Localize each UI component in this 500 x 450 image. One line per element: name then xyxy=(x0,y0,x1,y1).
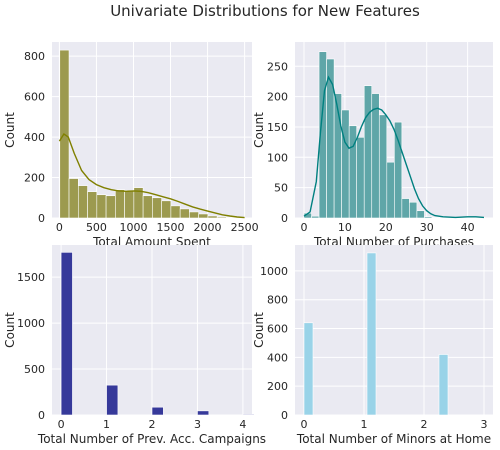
histogram-bar xyxy=(179,208,190,219)
y-axis-label: Count xyxy=(3,312,17,348)
histogram-bar xyxy=(348,125,357,219)
histogram-bar xyxy=(207,215,218,219)
x-tick-label: 0 xyxy=(56,221,63,234)
histogram-bar xyxy=(326,58,335,219)
y-tick-label: 500 xyxy=(24,363,45,376)
y-tick-label: 50 xyxy=(274,182,288,195)
histogram-bar xyxy=(124,190,135,219)
histogram-bar xyxy=(416,210,425,219)
histogram-bar xyxy=(356,136,365,219)
y-tick-label: 250 xyxy=(267,60,288,73)
histogram-bar xyxy=(311,215,320,219)
histogram-bar xyxy=(366,252,377,416)
histogram-bar xyxy=(216,216,227,219)
panel-3: 0 1 2 3 4 0 500 1000 1500 Total Number of Prev. A… xyxy=(3,245,266,446)
histogram-bar xyxy=(341,109,350,219)
histogram-bar xyxy=(226,217,237,219)
y-tick-label: 1500 xyxy=(17,271,45,284)
figure-title: Univariate Distributions for New Feature… xyxy=(110,2,420,20)
y-tick-label: 0 xyxy=(281,409,288,422)
x-tick-label: 0 xyxy=(301,221,308,234)
panel-4: 0 1 2 3 0 200 400 600 800 1000 Total Number of Min… xyxy=(252,245,493,446)
x-axis-label: Total Number of Prev. Acc. Campaigns xyxy=(37,432,266,446)
y-tick-label: 600 xyxy=(267,323,288,336)
histogram-bar xyxy=(438,354,449,416)
histogram-bar xyxy=(197,410,210,416)
y-tick-label: 0 xyxy=(281,212,288,225)
histogram-bar xyxy=(142,195,153,219)
x-tick-label: 10 xyxy=(338,221,352,234)
histogram-bar xyxy=(394,121,403,219)
histogram-bar xyxy=(87,191,98,219)
histogram-bar xyxy=(386,161,395,219)
histogram-bar xyxy=(371,93,380,219)
y-tick-label: 800 xyxy=(267,294,288,307)
y-tick-label: 0 xyxy=(38,212,45,225)
x-tick-label: 0 xyxy=(58,418,65,431)
y-tick-label: 400 xyxy=(24,131,45,144)
histogram-bar xyxy=(198,213,209,219)
histogram-bar xyxy=(152,197,162,219)
x-tick-label: 30 xyxy=(420,221,434,234)
histogram-bar xyxy=(151,406,164,416)
histogram-bar xyxy=(170,205,181,219)
x-axis-label: Total Number of Minors at Home xyxy=(296,432,491,446)
x-tick-label: 2 xyxy=(149,418,156,431)
y-tick-label: 200 xyxy=(267,91,288,104)
y-axis-label: Count xyxy=(252,312,266,348)
y-tick-label: 150 xyxy=(267,121,288,134)
histogram-bar xyxy=(105,195,116,219)
histogram-bar xyxy=(189,211,199,219)
histogram-bar xyxy=(363,85,373,219)
x-tick-label: 40 xyxy=(461,221,475,234)
histogram-bar xyxy=(68,178,79,219)
histogram-bar xyxy=(106,384,119,416)
y-tick-label: 0 xyxy=(38,409,45,422)
y-tick-label: 200 xyxy=(267,380,288,393)
x-tick-label: 3 xyxy=(481,418,488,431)
y-tick-label: 100 xyxy=(267,151,288,164)
histogram-bar xyxy=(96,194,107,219)
x-tick-label: 3 xyxy=(194,418,201,431)
histogram-bar xyxy=(133,187,144,219)
x-tick-label: 1000 xyxy=(119,221,147,234)
histogram-bar xyxy=(401,198,410,219)
histogram-bar xyxy=(424,216,433,219)
histogram-bar xyxy=(378,114,388,219)
y-tick-label: 400 xyxy=(267,351,288,364)
histogram-bar xyxy=(303,322,314,416)
x-tick-label: 500 xyxy=(86,221,107,234)
x-tick-label: 1 xyxy=(103,418,110,431)
histogram-bar xyxy=(115,189,125,219)
x-tick-label: 0 xyxy=(301,418,308,431)
histogram-bar xyxy=(242,413,255,416)
histogram-bar xyxy=(60,252,73,416)
kde-curve xyxy=(303,75,485,219)
x-tick-label: 2000 xyxy=(194,221,222,234)
x-tick-label: 2 xyxy=(421,418,428,431)
x-tick-label: 1 xyxy=(361,418,368,431)
histogram-bar xyxy=(431,217,440,219)
y-axis-label: Count xyxy=(252,112,266,148)
y-tick-label: 1000 xyxy=(260,265,288,278)
histogram-bar xyxy=(409,201,418,219)
histogram-bar xyxy=(161,200,172,219)
y-tick-label: 200 xyxy=(24,172,45,185)
x-tick-label: 2500 xyxy=(231,221,259,234)
y-tick-label: 800 xyxy=(24,50,45,63)
x-tick-label: 20 xyxy=(379,221,393,234)
x-tick-label: 1500 xyxy=(157,221,185,234)
histogram-bar xyxy=(77,185,88,219)
y-tick-label: 600 xyxy=(24,91,45,104)
y-tick-label: 1000 xyxy=(17,317,45,330)
kde-curve xyxy=(58,133,245,219)
y-axis-label: Count xyxy=(3,112,17,148)
x-tick-label: 4 xyxy=(239,418,246,431)
